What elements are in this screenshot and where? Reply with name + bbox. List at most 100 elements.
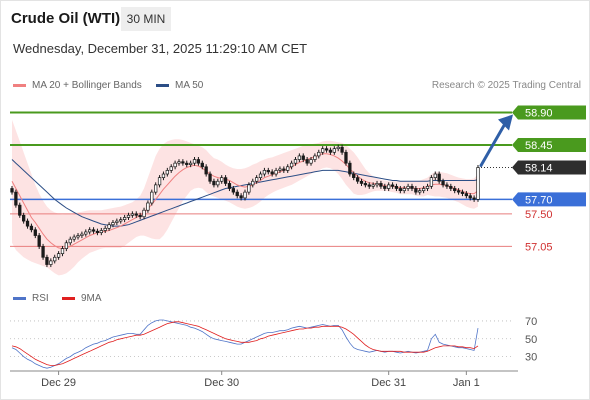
candle: [192, 157, 197, 166]
candle-body: [359, 180, 364, 184]
candle: [126, 212, 131, 220]
candle-body: [332, 148, 336, 153]
legend-label-9ma: 9MA: [81, 293, 102, 304]
candle-body: [103, 227, 107, 231]
candle-body: [223, 177, 228, 184]
candle-body: [293, 159, 298, 164]
candle: [340, 144, 344, 155]
candle: [37, 233, 41, 249]
candle: [282, 166, 286, 173]
candle-body: [122, 217, 127, 220]
candle-body: [95, 230, 100, 234]
candle-body: [41, 246, 45, 258]
candle: [22, 212, 26, 224]
candle-body: [262, 170, 267, 175]
candle: [64, 240, 69, 252]
candle: [99, 227, 103, 236]
candle: [216, 178, 220, 188]
candle: [301, 153, 305, 163]
candle-body: [64, 242, 69, 249]
candle-body: [406, 185, 410, 189]
candle: [293, 157, 298, 166]
candle-body: [258, 173, 263, 178]
candle: [352, 171, 356, 181]
candle: [60, 246, 65, 257]
candle: [204, 164, 208, 177]
candle: [161, 171, 166, 181]
candle: [433, 171, 437, 181]
candle-body: [227, 183, 232, 189]
candle: [91, 227, 96, 234]
legend-label-ma50: MA 50: [175, 80, 204, 91]
candle: [49, 258, 53, 268]
candle-body: [37, 235, 41, 247]
candle: [181, 159, 185, 166]
x-tick-label: Jan 1: [453, 377, 480, 389]
legend-swatch-ma20: [13, 84, 26, 87]
level-label-58-45-bg: [512, 138, 586, 153]
candle-body: [301, 155, 305, 160]
level-label-57-70-tag: 57.70: [512, 192, 586, 207]
candle-body: [460, 191, 465, 194]
rsi-level-label-30: 30: [525, 352, 537, 364]
candle: [344, 149, 348, 166]
x-axis: Dec 29 Dec 30 Dec 31 Jan 1: [10, 370, 518, 389]
candle: [53, 254, 57, 264]
legend-ma20-bollinger: MA 20 + Bollinger Bands: [13, 80, 142, 91]
candle-body: [72, 236, 76, 240]
candle: [418, 188, 422, 195]
candle: [425, 183, 430, 192]
candle-body: [251, 180, 255, 186]
candle: [41, 243, 45, 260]
candle: [258, 171, 263, 181]
legend-ma50: MA 50: [156, 80, 203, 91]
candle-body: [355, 177, 360, 182]
candle-body: [185, 162, 189, 165]
candle-body: [192, 159, 197, 164]
candle: [464, 191, 468, 199]
candle-body: [425, 185, 430, 189]
candle: [251, 178, 255, 188]
candle-body: [266, 170, 270, 173]
candle: [150, 189, 154, 206]
timeframe-button[interactable]: 30 MIN: [121, 7, 171, 31]
candle: [212, 178, 216, 188]
candle-body: [88, 229, 92, 233]
candle: [56, 251, 61, 260]
candle: [363, 180, 368, 188]
candle: [262, 167, 267, 177]
candle-body: [441, 180, 445, 186]
candle-body: [297, 155, 302, 160]
rsi-ma9-line: [11, 321, 479, 366]
candle-body: [468, 195, 472, 199]
candle: [14, 189, 18, 208]
candle: [154, 182, 158, 195]
candle: [72, 234, 76, 242]
candle: [309, 157, 313, 166]
candle-body: [336, 146, 340, 150]
level-label-58-90-tag: 58.90: [512, 105, 586, 120]
candle-body: [177, 161, 181, 164]
level-label-57-70: 57.70: [525, 194, 553, 206]
candle: [355, 175, 360, 184]
candle: [138, 212, 142, 220]
candle-body: [138, 214, 142, 218]
candle-body: [429, 177, 434, 187]
candle: [103, 225, 107, 234]
candle: [453, 185, 457, 194]
ma50-line: [11, 159, 479, 227]
candle-body: [456, 190, 461, 193]
candle-body: [107, 224, 111, 229]
candle: [414, 185, 418, 195]
candle: [332, 146, 336, 155]
rsi-panel: 30 50 70: [10, 316, 537, 369]
candle: [383, 183, 387, 192]
candle-body: [181, 161, 185, 164]
candle: [274, 167, 278, 177]
candle: [472, 195, 476, 202]
candle: [107, 222, 111, 231]
candle-body: [375, 183, 379, 186]
candle: [387, 182, 391, 192]
level-lines: [10, 111, 512, 247]
